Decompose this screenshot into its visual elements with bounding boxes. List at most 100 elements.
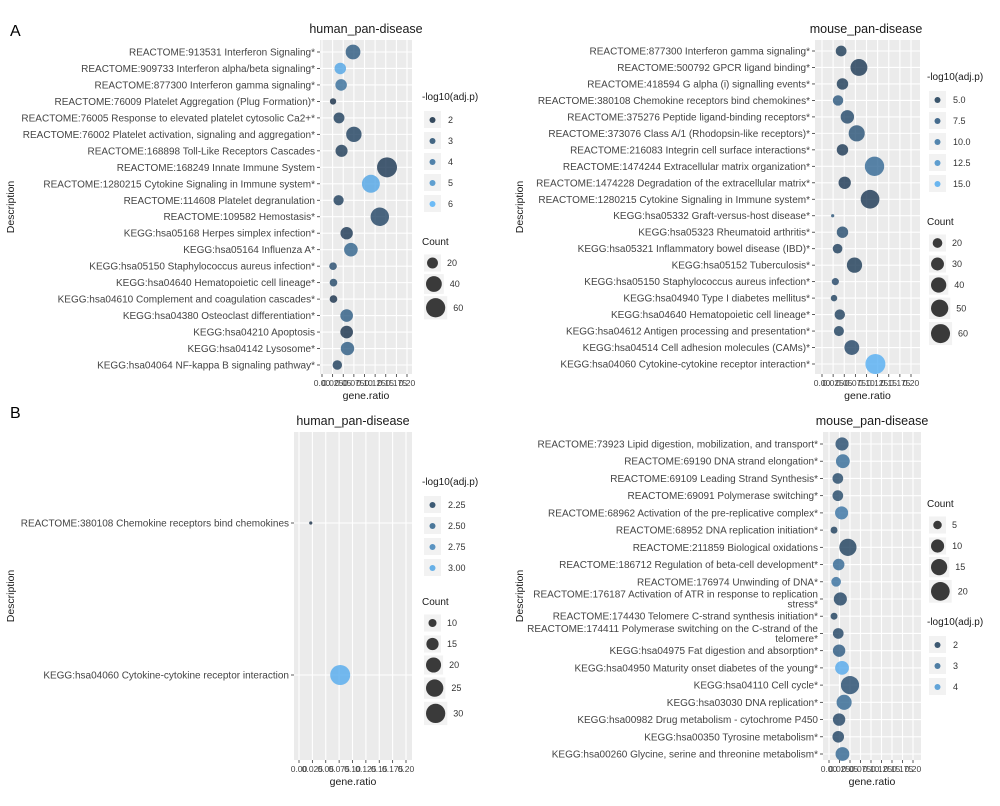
category-label: KEGG:hsa00350 Tyrosine metabolism* — [644, 732, 818, 743]
x-tick-label: 0.075 — [850, 764, 872, 774]
y-axis-title: Description — [5, 570, 17, 623]
data-point — [831, 214, 835, 218]
chart-title: mouse_pan-disease — [816, 414, 929, 428]
category-label: KEGG:hsa04612 Antigen processing and pre… — [566, 327, 810, 338]
category-label: REACTOME:418594 G alpha (i) signalling e… — [587, 79, 810, 90]
category-label: REACTOME:913531 Interferon Signaling* — [129, 48, 315, 59]
category-label: KEGG:hsa05150 Staphylococcus aureus infe… — [89, 262, 315, 273]
legend-color-swatch — [934, 139, 941, 145]
category-label: KEGG:hsa04210 Apoptosis — [193, 328, 315, 339]
legend-color-label: 5 — [448, 178, 453, 188]
category-label: KEGG:hsa00982 Drug metabolism - cytochro… — [577, 715, 818, 726]
category-label: KEGG:hsa05323 Rheumatoid arthritis* — [638, 228, 810, 239]
category-label: REACTOME:76005 Response to elevated plat… — [21, 113, 315, 124]
chart-title: human_pan-disease — [309, 22, 422, 36]
legend-color-label: 15.0 — [953, 179, 971, 189]
legend-color-swatch — [429, 523, 436, 529]
data-point — [832, 473, 844, 484]
category-label: KEGG:hsa04064 NF-kappa B signaling pathw… — [97, 361, 315, 372]
data-point — [835, 437, 849, 451]
data-point — [850, 59, 868, 76]
data-point — [340, 227, 353, 240]
legend-color-label: 2.50 — [448, 521, 466, 531]
color-legend-title: -log10(adj.p) — [927, 72, 983, 83]
legend-color-swatch — [429, 201, 436, 207]
data-point — [835, 506, 849, 520]
legend-size-swatch — [426, 657, 442, 673]
data-point — [834, 309, 846, 320]
plot-background — [320, 40, 412, 374]
category-label: REACTOME:877300 Interferon gamma signali… — [95, 80, 316, 91]
category-label: REACTOME:1280215 Cytokine Signaling in I… — [538, 195, 810, 206]
category-label: REACTOME:68962 Activation of the pre-rep… — [548, 508, 818, 519]
legend-color-swatch — [934, 684, 941, 690]
data-point — [330, 665, 351, 685]
color-legend-title: -log10(adj.p) — [422, 477, 478, 488]
legend-size-swatch — [931, 277, 947, 293]
category-label: REACTOME:174411 Polymerase switching on … — [527, 624, 818, 645]
category-label: KEGG:hsa04640 Hematopoietic cell lineage… — [116, 278, 315, 289]
x-tick-label: 0.075 — [328, 764, 350, 774]
size-legend-title: Count — [422, 237, 449, 248]
category-label: REACTOME:373076 Class A/1 (Rhodopsin-lik… — [548, 129, 810, 140]
legend-color-label: 2.25 — [448, 500, 466, 510]
data-point — [309, 521, 313, 525]
legend-color-label: 3 — [448, 136, 453, 146]
x-tick-label: 0.00 — [821, 764, 838, 774]
legend-color-label: 2.75 — [448, 542, 466, 552]
data-point — [832, 95, 844, 106]
legend-size-swatch — [932, 238, 943, 248]
category-label: REACTOME:186712 Regulation of beta-cell … — [559, 560, 818, 571]
legend-color-label: 10.0 — [953, 137, 971, 147]
category-label: KEGG:hsa04950 Maturity onset diabetes of… — [575, 663, 819, 674]
legend-color-swatch — [934, 97, 941, 103]
chart-3: mouse_pan-disease0.000.0250.050.0750.100… — [514, 414, 983, 788]
legend-size-label: 20 — [447, 258, 457, 268]
data-point — [835, 454, 850, 469]
data-point — [832, 644, 846, 657]
data-point — [831, 576, 841, 587]
category-label: REACTOME:909733 Interferon alpha/beta si… — [81, 64, 315, 75]
data-point — [344, 242, 358, 257]
legend-size-label: 10 — [447, 618, 457, 628]
legend-color-swatch — [429, 565, 436, 571]
data-point — [846, 257, 863, 273]
category-label: REACTOME:211859 Biological oxidations — [633, 543, 818, 554]
category-label-line: telomere* — [775, 634, 818, 645]
legend-color-label: 12.5 — [953, 158, 971, 168]
x-tick-label: 0.05 — [317, 764, 334, 774]
legend-color-swatch — [934, 160, 941, 166]
category-label: REACTOME:877300 Interferon gamma signali… — [590, 47, 811, 58]
size-legend-title: Count — [927, 217, 954, 228]
legend-size-swatch — [933, 520, 942, 530]
legend-color-label: 2 — [448, 115, 453, 125]
x-tick-label: 0.15 — [884, 764, 901, 774]
category-label-line: REACTOME:176187 Activation of ATR in res… — [533, 590, 818, 601]
data-point — [340, 325, 353, 339]
x-tick-label: 0.125 — [867, 378, 889, 388]
data-point — [332, 360, 343, 370]
legend-color-label: 5.0 — [953, 95, 966, 105]
legend-color-label: 3.00 — [448, 563, 466, 573]
category-label: KEGG:hsa05164 Influenza A* — [183, 245, 315, 256]
legend-color-label: 2 — [953, 640, 958, 650]
x-tick-label: 0.00 — [291, 764, 308, 774]
x-tick-label: 0.025 — [829, 764, 851, 774]
data-point — [836, 78, 849, 90]
x-tick-label: 0.15 — [880, 378, 897, 388]
data-point — [836, 144, 849, 156]
legend-size-label: 60 — [453, 303, 463, 313]
data-point — [832, 713, 846, 726]
x-tick-label: 0.05 — [836, 378, 853, 388]
legend-color-label: 4 — [953, 682, 958, 692]
data-point — [832, 628, 844, 639]
x-tick-label: 0.175 — [386, 378, 408, 388]
category-label: REACTOME:176974 Unwinding of DNA* — [637, 577, 818, 588]
category-label: REACTOME:69109 Leading Strand Synthesis* — [610, 474, 818, 485]
chart-0: human_pan-disease0.000.0250.050.0750.100… — [5, 22, 478, 402]
legend-size-label: 5 — [952, 520, 957, 530]
x-tick-label: 0.175 — [892, 764, 914, 774]
x-tick-label: 0.05 — [335, 378, 352, 388]
data-point — [333, 195, 344, 206]
data-point — [864, 156, 885, 176]
